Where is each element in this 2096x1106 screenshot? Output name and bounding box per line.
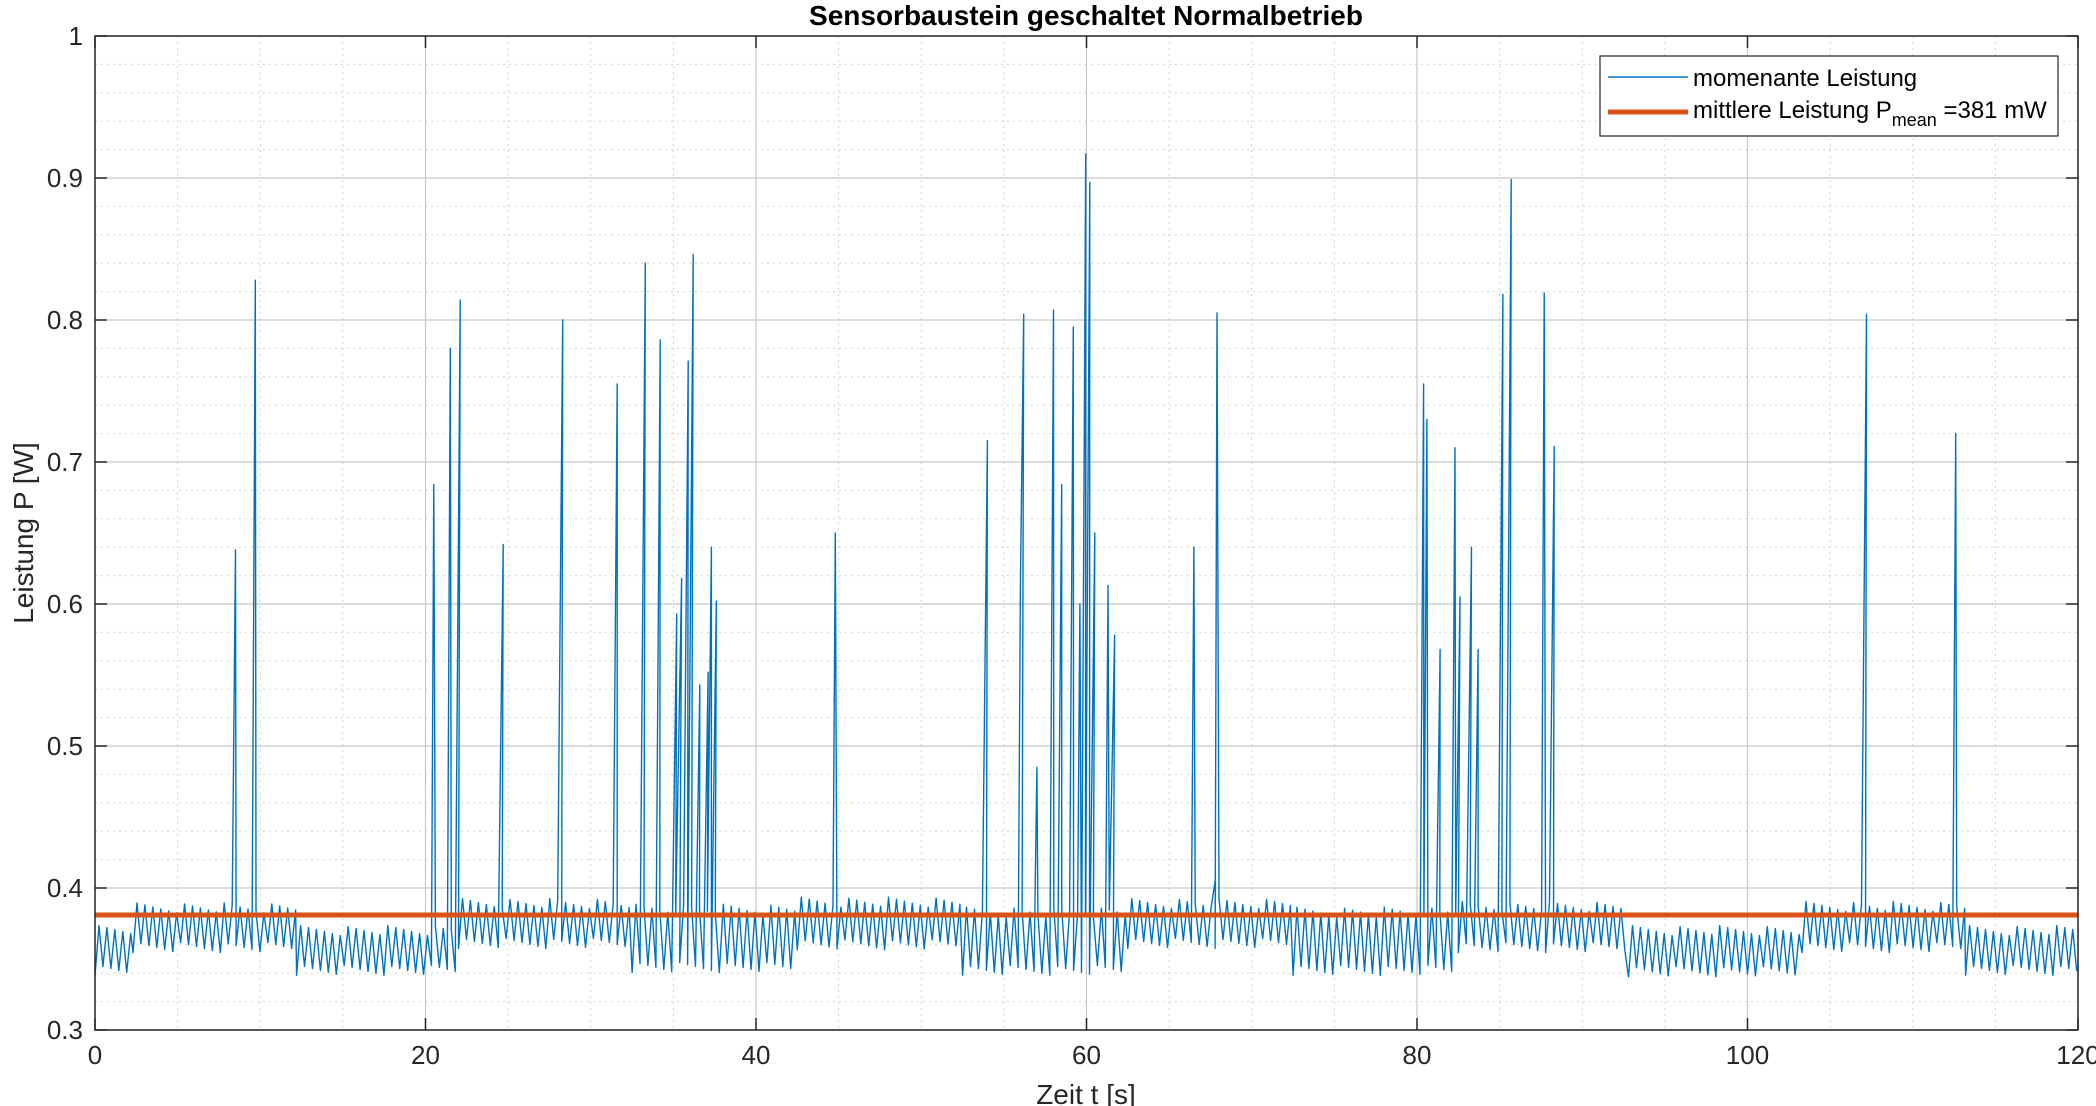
y-tick-label: 0.8 xyxy=(47,305,83,335)
y-axis-label: Leistung P [W] xyxy=(8,442,39,624)
series-line-instant-power xyxy=(94,153,2078,978)
legend-box xyxy=(1599,55,2059,137)
y-tick-label: 0.3 xyxy=(47,1015,83,1045)
legend-mean-tail: =381 mW xyxy=(1937,97,2047,124)
tick-marks xyxy=(94,35,2079,1031)
legend-label-mean-power: mittlere Leistung Pmean =381 mW xyxy=(1693,97,2047,130)
x-tick-label: 100 xyxy=(1726,1040,1769,1070)
y-tick-label: 1 xyxy=(69,21,83,51)
legend-label-instant-power: momenante Leistung xyxy=(1693,65,1917,92)
x-tick-label: 20 xyxy=(411,1040,440,1070)
x-tick-label: 40 xyxy=(742,1040,771,1070)
chart-title: Sensorbaustein geschaltet Normalbetrieb xyxy=(809,0,1363,31)
tick-labels: 0 20 40 60 80 100 120 0.3 0.4 0.5 0.6 0.7 0.8 0.9 1 xyxy=(47,21,2096,1070)
x-tick-label: 120 xyxy=(2056,1040,2096,1070)
legend-mean-subscript: mean xyxy=(1892,110,1937,130)
series-layer xyxy=(94,153,2078,978)
x-tick-label: 60 xyxy=(1072,1040,1101,1070)
x-tick-label: 0 xyxy=(88,1040,102,1070)
y-tick-label: 0.7 xyxy=(47,447,83,477)
y-tick-label: 0.9 xyxy=(47,163,83,193)
y-tick-label: 0.5 xyxy=(47,731,83,761)
legend: momenante Leistung mittlere Leistung Pme… xyxy=(1599,55,2059,137)
x-tick-label: 80 xyxy=(1403,1040,1432,1070)
x-axis-label: Zeit t [s] xyxy=(1036,1079,1136,1106)
legend-mean-main: mittlere Leistung P xyxy=(1693,97,1892,124)
y-tick-label: 0.6 xyxy=(47,589,83,619)
y-tick-label: 0.4 xyxy=(47,873,83,903)
